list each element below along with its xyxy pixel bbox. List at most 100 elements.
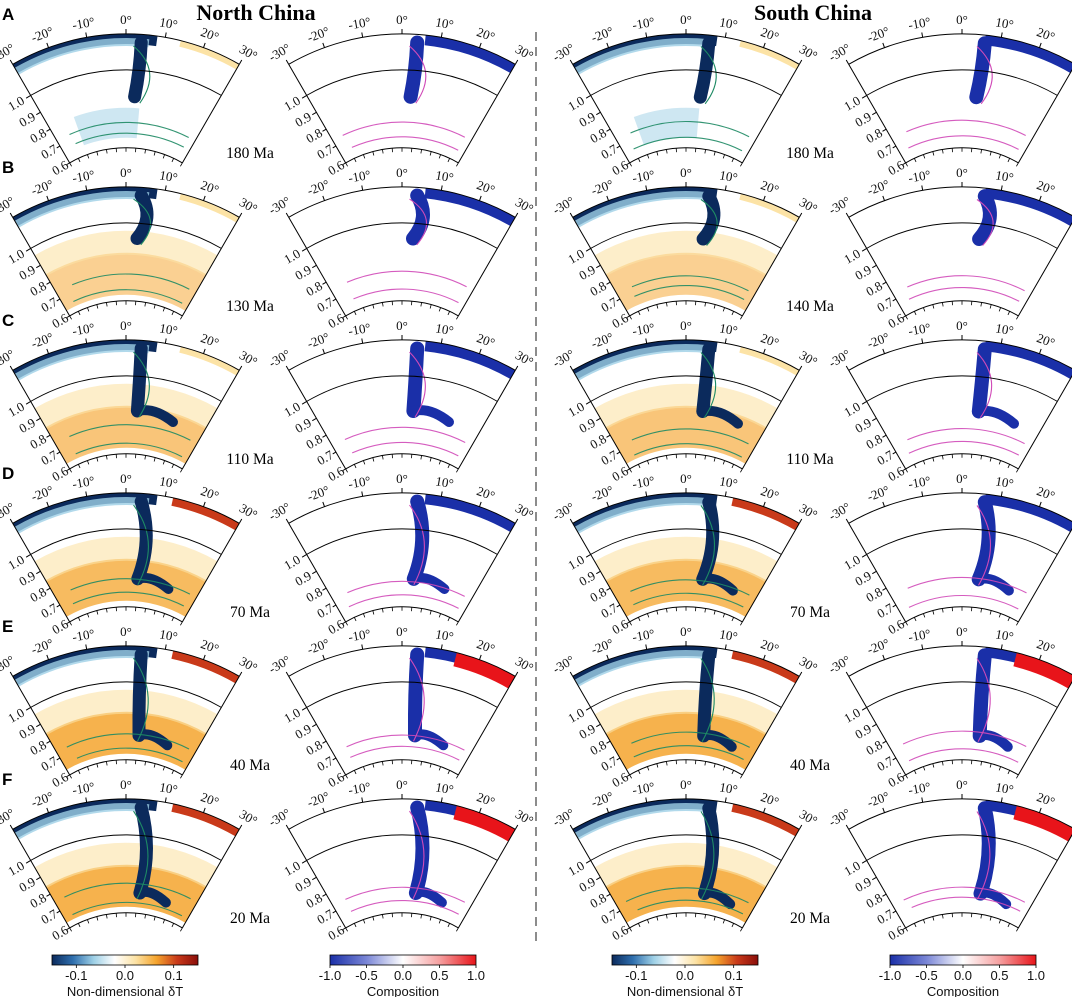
angle-tick-label: 20°: [475, 330, 497, 350]
radius-tick: [596, 417, 601, 422]
radius-tick: [25, 247, 31, 252]
bottom-tick: [731, 311, 735, 316]
contour-line: [133, 45, 151, 104]
angle-tick-label: -10°: [907, 626, 932, 645]
angle-tick: [238, 212, 243, 218]
bottom-tick: [363, 154, 366, 159]
angle-tick: [882, 501, 885, 507]
bottom-tick: [731, 770, 735, 775]
bottom-tick: [171, 617, 175, 622]
colorbar-label: Composition: [367, 984, 439, 997]
radius-tick: [606, 740, 611, 744]
field: [572, 645, 800, 775]
surface-arc: [288, 645, 516, 677]
radius-tick-label: 0.8: [587, 890, 609, 911]
field: [572, 798, 800, 928]
bottom-tick: [438, 766, 441, 771]
radius-tick: [312, 111, 317, 116]
radius-tick: [872, 570, 877, 575]
bottom-tick: [96, 610, 99, 615]
contour-line: [976, 505, 992, 586]
angle-tick: [440, 338, 443, 344]
surface-arc: [572, 798, 800, 830]
temperature-panel: -30° -20° -10° 0° 10° 20° 30° 1.00.90.80.70.6 18…: [550, 12, 834, 178]
bottom-tick: [629, 468, 632, 473]
angle-tick: [361, 338, 364, 344]
left-edge: [848, 217, 907, 317]
radius-tick: [342, 621, 346, 624]
contour-line: [409, 504, 425, 586]
contour-line: [345, 886, 466, 903]
angle-tick-label: 0°: [956, 318, 968, 333]
right-edge: [1017, 68, 1072, 164]
contour-line: [903, 886, 1026, 903]
contour-line: [908, 440, 1020, 456]
field: [572, 186, 800, 316]
angle-tick-label: 20°: [759, 330, 781, 350]
radius-tick-label: 0.9: [292, 874, 314, 895]
angle-tick-label: 30°: [237, 500, 260, 522]
bottom-tick: [666, 149, 668, 154]
bottom-tick: [932, 304, 935, 309]
warm-anomaly: [45, 864, 207, 923]
warm-lid: [171, 651, 240, 684]
bottom-tick: [420, 608, 422, 613]
bottom-tick: [144, 608, 146, 613]
left-edge: [12, 523, 71, 623]
radius-tick: [66, 315, 70, 318]
reference-arc: [590, 222, 782, 249]
bottom-tick: [153, 916, 156, 921]
radius-tick: [301, 706, 307, 711]
contour-line: [409, 351, 426, 418]
radius-tick: [892, 604, 897, 608]
bottom-tick: [731, 617, 735, 622]
bottom-tick: [740, 315, 743, 320]
radius-tick: [332, 145, 337, 149]
radius-tick-label: 0.7: [874, 600, 896, 621]
composition-panel: -30° -20° -10° 0° 10° 20° 30° 1.00.90.80.70.6: [266, 165, 536, 331]
left-edge: [12, 217, 71, 317]
surface-arc: [288, 186, 516, 218]
radius-tick-label: 1.0: [5, 858, 27, 879]
panel-row-D: D-30°-20°-10° 0° 10°20°30°1.00.90.80.70.67…: [0, 464, 1072, 637]
angle-tick-label: 30°: [237, 194, 260, 216]
angle-tick-label: -30°: [0, 40, 17, 64]
angle-tick: [322, 807, 325, 813]
composition-panel: -30° -20° -10° 0° 10° 20° 30° 1.00.90.80.70.6: [266, 777, 536, 943]
bottom-tick: [153, 763, 156, 768]
composition-panel: -30° -20° -10° 0° 10° 20° 30° 1.00.90.80.70.6: [266, 624, 536, 790]
angle-tick-label: 0°: [120, 318, 132, 333]
bottom-tick: [144, 149, 146, 154]
left-edge: [572, 370, 631, 470]
angle-tick-label: -30°: [266, 652, 293, 676]
radius-tick: [342, 162, 346, 165]
angle-tick: [514, 824, 519, 830]
angle-tick: [479, 42, 482, 48]
angle-tick-label: 10°: [158, 473, 179, 491]
angle-tick: [845, 365, 850, 371]
angle-tick: [9, 824, 14, 830]
radius-tick-label: 0.8: [27, 737, 49, 758]
contour-line: [75, 132, 185, 148]
angle-tick: [798, 365, 803, 371]
subducting-slab: [971, 495, 996, 587]
radius-tick-label: 0.7: [874, 753, 896, 774]
subducting-slab: [130, 189, 154, 245]
angle-tick-label: 20°: [759, 789, 781, 809]
radius-tick-label: 0.8: [587, 125, 609, 146]
angle-tick: [1000, 32, 1003, 38]
age-label: 70 Ma: [790, 604, 830, 621]
angle-tick: [203, 348, 206, 354]
angle-tick: [238, 518, 243, 524]
radius-tick: [36, 417, 41, 422]
bottom-tick: [656, 763, 659, 768]
colorbar-tick-label: -0.1: [65, 968, 87, 983]
radius-tick-label: 0.8: [27, 431, 49, 452]
bottom-tick: [363, 766, 366, 771]
angle-tick: [845, 212, 850, 218]
bottom-tick: [438, 613, 441, 618]
angle-tick: [285, 824, 290, 830]
angle-tick: [440, 797, 443, 803]
angle-tick-label: -20°: [305, 23, 331, 45]
angle-tick-label: 20°: [199, 483, 221, 503]
